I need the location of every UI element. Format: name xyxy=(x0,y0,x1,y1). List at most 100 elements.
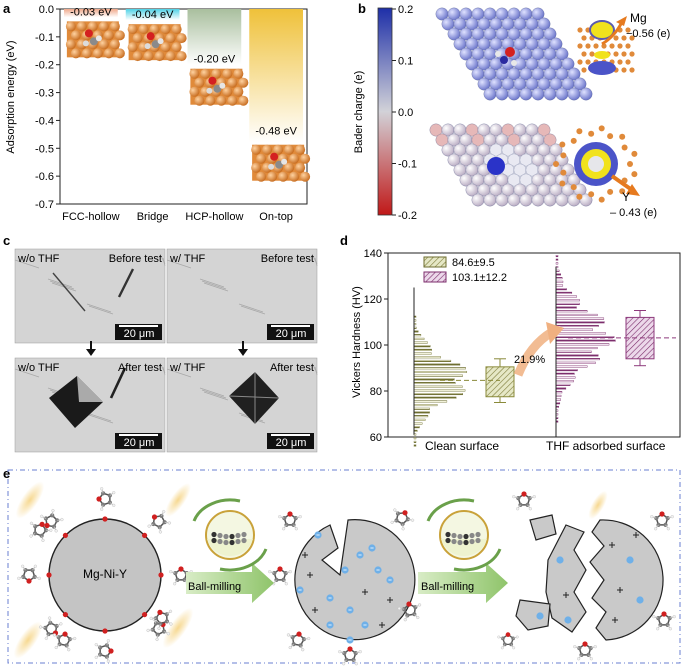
histogram-bar xyxy=(413,393,463,396)
adsorption-site-image xyxy=(65,21,125,59)
thf-molecule-icon xyxy=(512,491,536,511)
histogram-bar xyxy=(413,348,432,351)
scale-bar-box xyxy=(115,324,162,340)
micrograph-stage-label: After test xyxy=(270,362,314,374)
thf-molecule-icon xyxy=(17,564,41,584)
step1-label: Ball-milling xyxy=(188,581,241,593)
thf-molecule-icon xyxy=(286,631,311,652)
panel-a-label: a xyxy=(3,1,11,16)
adsorption-site-image xyxy=(127,24,187,62)
colorbar-tick-label: 0.1 xyxy=(398,56,413,68)
histogram-bar xyxy=(555,280,564,283)
histogram-bar xyxy=(555,347,598,350)
a-ytick-label: -0.4 xyxy=(35,115,54,127)
histogram-bar xyxy=(555,295,577,298)
histogram-bar xyxy=(413,374,463,377)
thf-molecule-icon xyxy=(94,639,114,663)
negative-charge-icon xyxy=(564,616,572,624)
histogram-bar xyxy=(555,262,559,265)
hardness-chart: 60 80 100 120 140 84.6±9.5 103.1±12.2 21.9% Clea… xyxy=(364,248,681,453)
histogram-bar xyxy=(555,358,600,361)
histogram-bar xyxy=(413,367,466,370)
histogram-bar xyxy=(555,354,599,357)
negative-charge-icon xyxy=(626,556,634,564)
negative-charge-icon xyxy=(556,556,564,564)
negative-charge-icon xyxy=(636,596,644,604)
light-glow xyxy=(15,481,45,519)
bar-fcc-hollow xyxy=(64,9,118,18)
histogram-bar xyxy=(413,334,422,337)
histogram-bar xyxy=(555,277,563,280)
histogram-bar xyxy=(555,332,606,335)
a-xtick-label: Bridge xyxy=(137,211,169,223)
histogram-bar xyxy=(555,288,567,291)
bar-value-label: -0.03 eV xyxy=(70,6,112,18)
a-ytick-label: -0.5 xyxy=(35,143,54,155)
panel-e-label: e xyxy=(3,466,10,481)
d-category-label: THF adsorbed surface xyxy=(546,439,666,453)
step2-label: Ball-milling xyxy=(421,581,474,593)
histogram-bar xyxy=(413,407,430,410)
histogram-bar xyxy=(413,444,417,447)
histogram-bar xyxy=(413,341,428,344)
histogram-bar xyxy=(413,337,425,340)
d-ylabel: Vickers Hardness (HV) xyxy=(351,286,363,398)
histogram-bar xyxy=(555,376,576,379)
bar-value-label: -0.20 eV xyxy=(194,54,236,66)
increase-arrow-head xyxy=(546,322,564,344)
mg-charge-value: −0.56 (e) xyxy=(626,28,670,40)
colorbar-ticks: 0.2 0.1 0.0 -0.1 -0.2 xyxy=(392,4,417,222)
micrograph-condition-label: w/ THF xyxy=(169,253,206,265)
micrograph-stage-label: Before test xyxy=(261,253,314,265)
histogram-bar xyxy=(555,306,577,309)
histogram-bar xyxy=(413,363,461,366)
thf-molecule-icon xyxy=(573,641,597,661)
histogram-bar xyxy=(413,356,441,359)
thf-molecule-icon xyxy=(497,632,519,650)
d-ytick-label: 60 xyxy=(370,432,382,444)
thf-molecule-icon xyxy=(40,508,64,533)
histogram-bar xyxy=(555,310,588,313)
histogram-bar xyxy=(413,359,452,362)
histogram-bar xyxy=(413,396,457,399)
histogram-bar xyxy=(555,391,563,394)
slab-top-image xyxy=(435,7,593,101)
thf-molecule-icon xyxy=(52,631,77,652)
histogram-bar xyxy=(555,383,571,386)
ball-mill-jar-icon xyxy=(192,498,268,572)
histogram-bar xyxy=(413,352,432,355)
light-glow xyxy=(165,483,191,517)
fragment-middle xyxy=(545,524,587,633)
negative-charge-icon xyxy=(536,612,544,620)
a-ytick-label: -0.1 xyxy=(35,32,54,44)
y-label: Y xyxy=(622,190,630,204)
scale-bar-box xyxy=(115,433,162,449)
bar-bridge xyxy=(125,9,180,21)
legend-label: 103.1±12.2 xyxy=(452,272,507,284)
scale-bar-label: 20 μm xyxy=(124,437,155,449)
down-arrow-icon xyxy=(238,341,248,356)
histogram-bar xyxy=(413,382,456,385)
histogram-bar xyxy=(555,387,567,390)
histogram-bar xyxy=(555,394,562,397)
adsorption-chart: 0.0 -0.1 -0.2 -0.3 -0.4 -0.5 -0.6 -0.7 -0.03 eV F… xyxy=(35,4,311,223)
bar-value-label: -0.48 eV xyxy=(255,126,297,138)
colorbar-tick-label: -0.2 xyxy=(398,210,417,222)
colorbar-tick-label: 0.0 xyxy=(398,107,413,119)
a-ytick-label: -0.2 xyxy=(35,60,54,72)
histogram-bar xyxy=(555,372,575,375)
panel-c-label: c xyxy=(3,233,10,248)
panel-e: e Ball-milling Ball-milling Mg-Ni-Y xyxy=(3,466,681,666)
histogram-bar xyxy=(413,400,448,403)
thf-molecule-icon xyxy=(96,487,116,511)
y-charge-value: – 0.43 (e) xyxy=(610,207,657,219)
histogram-bar xyxy=(413,389,466,392)
thf-molecule-icon xyxy=(338,646,362,666)
fragment-right xyxy=(589,519,664,641)
ball-milling-schematic xyxy=(13,481,676,666)
histogram-bar xyxy=(555,380,574,383)
a-ytick-label: -0.3 xyxy=(35,88,54,100)
histogram-bar xyxy=(413,426,420,429)
micrograph-condition-label: w/ THF xyxy=(169,362,206,374)
micrograph-stage-label: After test xyxy=(118,362,162,374)
